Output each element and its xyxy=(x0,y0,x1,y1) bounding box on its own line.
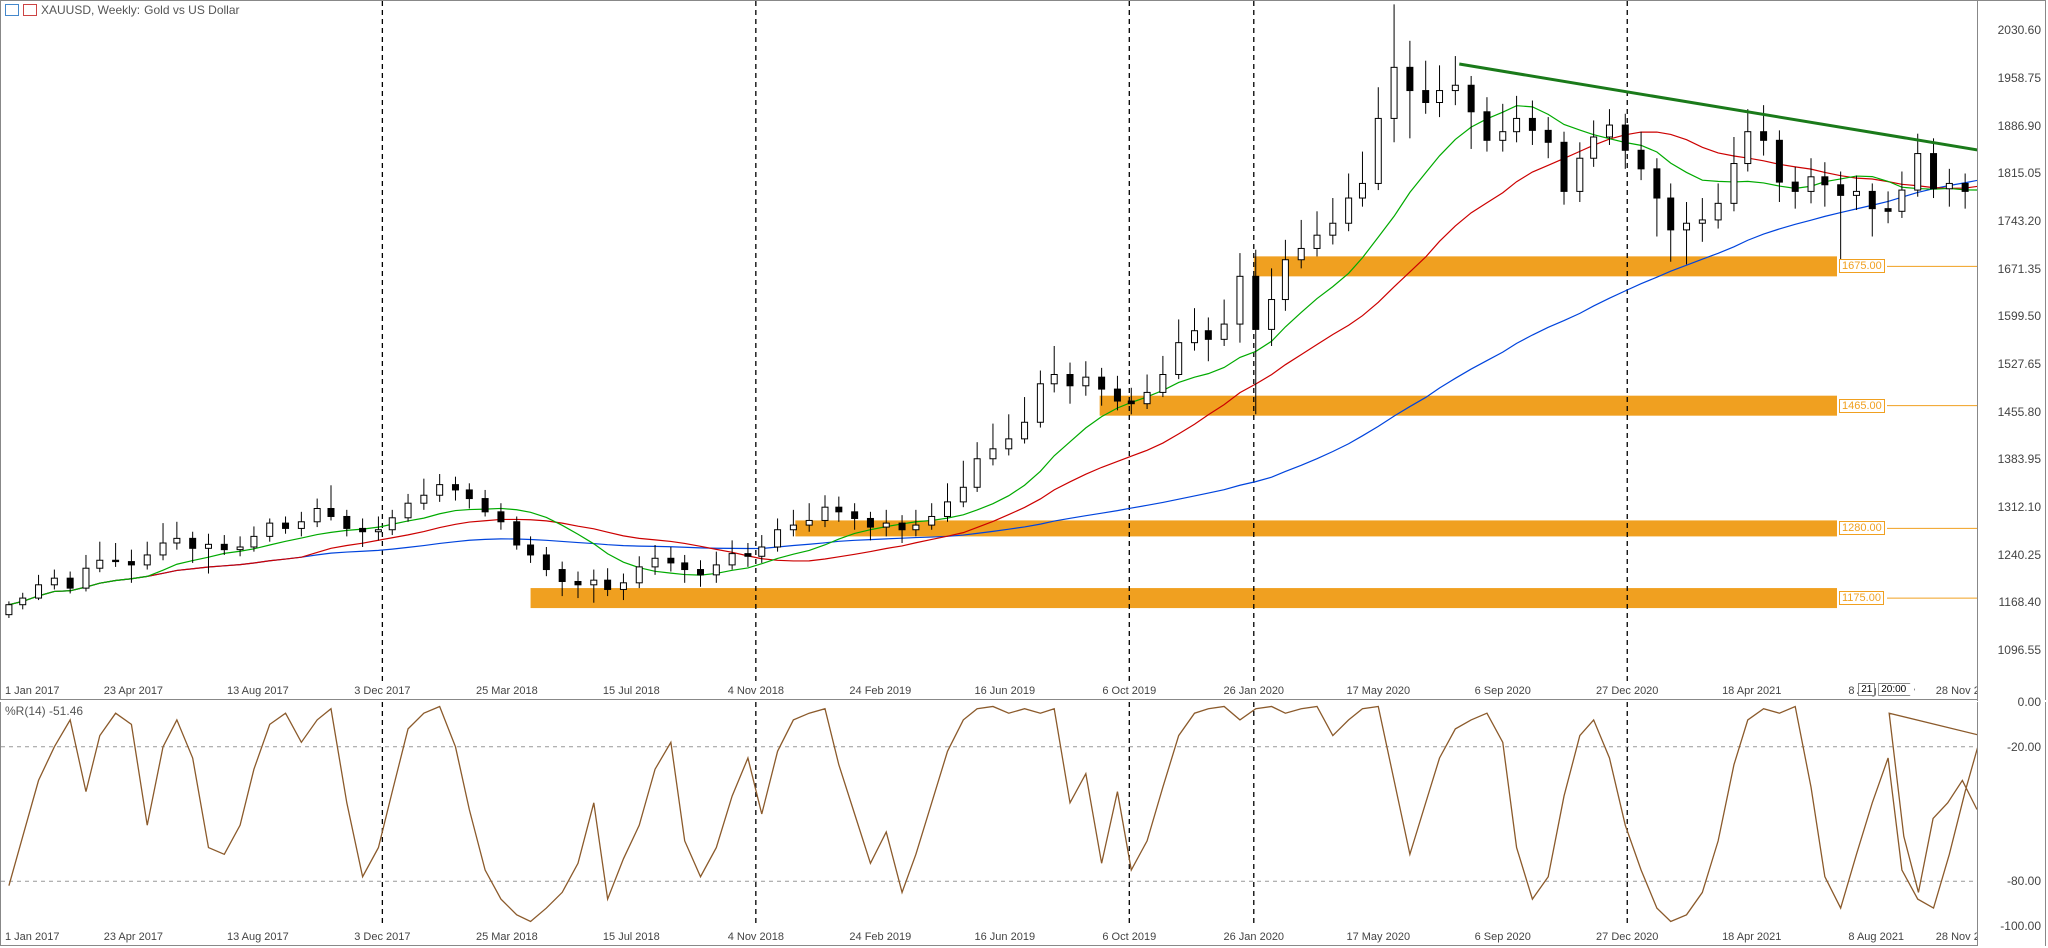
price-tick: 1383.95 xyxy=(1998,452,2041,466)
indicator-svg xyxy=(1,702,1977,926)
date-tick: 24 Feb 2019 xyxy=(849,685,911,697)
price-tick: 1312.10 xyxy=(1998,500,2041,514)
date-tick: 4 Nov 2018 xyxy=(728,931,784,943)
date-tick: 3 Dec 2017 xyxy=(354,931,410,943)
date-tick: 17 May 2020 xyxy=(1346,685,1410,697)
price-tick: 1527.65 xyxy=(1998,357,2041,371)
date-tick: 17 May 2020 xyxy=(1346,931,1410,943)
date-tick: 13 Aug 2017 xyxy=(227,685,289,697)
ohlc-icon xyxy=(5,4,19,16)
price-area[interactable]: XAUUSD, Weekly: Gold vs US Dollar 1175.0… xyxy=(1,1,1977,681)
date-tick: 15 Jul 2018 xyxy=(603,685,660,697)
date-tick: 6 Oct 2019 xyxy=(1102,685,1156,697)
date-tick: 8 Aug 2021 xyxy=(1848,931,1904,943)
indicator-tick: -20.00 xyxy=(2007,740,2041,754)
date-tick: 4 Nov 2018 xyxy=(728,685,784,697)
main-price-chart[interactable]: XAUUSD, Weekly: Gold vs US Dollar 1175.0… xyxy=(0,0,2046,700)
date-tick: 23 Apr 2017 xyxy=(104,931,163,943)
date-axis: 1 Jan 2017 23 Apr 2017 13 Aug 2017 3 Dec 20… xyxy=(1,679,1977,699)
date-tick: 6 Oct 2019 xyxy=(1102,931,1156,943)
zone-label: 1675.00 xyxy=(1839,259,1885,273)
price-tick: 1743.20 xyxy=(1998,214,2041,228)
description-label: Gold vs US Dollar xyxy=(144,3,239,17)
date-tick: 18 Apr 2021 xyxy=(1722,685,1781,697)
zone-label: 1175.00 xyxy=(1839,591,1884,605)
price-tick: 1168.40 xyxy=(1999,595,2042,609)
date-tick: 24 Feb 2019 xyxy=(849,931,911,943)
price-tick: 1096.55 xyxy=(1998,643,2041,657)
date-tick: 16 Jun 2019 xyxy=(975,685,1036,697)
price-tick: 1240.25 xyxy=(1998,548,2041,562)
price-tick: 1599.50 xyxy=(1998,309,2041,323)
date-tick: 15 Jul 2018 xyxy=(603,931,660,943)
indicator-area[interactable]: %R(14) -51.46 xyxy=(1,702,1977,926)
candle-icon xyxy=(23,4,37,16)
date-tick: 26 Jan 2020 xyxy=(1224,685,1285,697)
date-tick: 18 Apr 2021 xyxy=(1722,931,1781,943)
date-tick: 6 Sep 2020 xyxy=(1475,685,1531,697)
date-tick: 1 Jan 2017 xyxy=(5,685,59,697)
chart-title-bar: XAUUSD, Weekly: Gold vs US Dollar xyxy=(5,3,240,17)
price-tick: 1671.35 xyxy=(1998,262,2041,276)
indicator-title: %R(14) -51.46 xyxy=(5,704,83,718)
zone-label: 1465.00 xyxy=(1839,399,1885,413)
date-tick: 3 Dec 2017 xyxy=(354,685,410,697)
price-tick: 1886.90 xyxy=(1998,119,2041,133)
price-tick: 1958.75 xyxy=(1998,71,2041,85)
price-tick: 2030.60 xyxy=(1998,23,2041,37)
indicator-tick: -80.00 xyxy=(2007,874,2041,888)
indicator-value-axis: 0.00-20.00-80.00-100.00 xyxy=(1977,702,2045,946)
zone-label: 1280.00 xyxy=(1839,521,1885,535)
time-badge-day: 21 xyxy=(1858,683,1875,696)
symbol-label: XAUUSD, Weekly: xyxy=(41,3,140,17)
chart-container: XAUUSD, Weekly: Gold vs US Dollar 1175.0… xyxy=(0,0,2048,948)
price-axis: 1096.55 1168.40 1240.25 1312.10 1383.95 1455.… xyxy=(1977,1,2045,701)
date-tick: 25 Mar 2018 xyxy=(476,685,538,697)
price-tick: 1455.80 xyxy=(1998,405,2041,419)
date-tick: 27 Dec 2020 xyxy=(1596,685,1658,697)
main-chart-svg xyxy=(1,1,1977,681)
date-tick: 6 Sep 2020 xyxy=(1475,931,1531,943)
indicator-date-axis: 1 Jan 2017 23 Apr 2017 13 Aug 2017 3 Dec 20… xyxy=(1,925,1977,945)
date-tick: 27 Dec 2020 xyxy=(1596,931,1658,943)
date-tick: 13 Aug 2017 xyxy=(227,931,289,943)
indicator-tick: 0.00 xyxy=(2018,695,2041,709)
date-tick: 16 Jun 2019 xyxy=(975,931,1036,943)
time-badge-hour: 20:00 xyxy=(1878,683,1915,696)
price-tick: 1815.05 xyxy=(1998,166,2041,180)
indicator-tick: -100.00 xyxy=(2000,919,2041,933)
date-tick: 26 Jan 2020 xyxy=(1224,931,1285,943)
indicator-chart[interactable]: %R(14) -51.46 1 Jan 2017 23 Apr 2017 13 Au… xyxy=(0,702,2046,946)
date-tick: 23 Apr 2017 xyxy=(104,685,163,697)
date-tick: 25 Mar 2018 xyxy=(476,931,538,943)
date-tick: 1 Jan 2017 xyxy=(5,931,59,943)
